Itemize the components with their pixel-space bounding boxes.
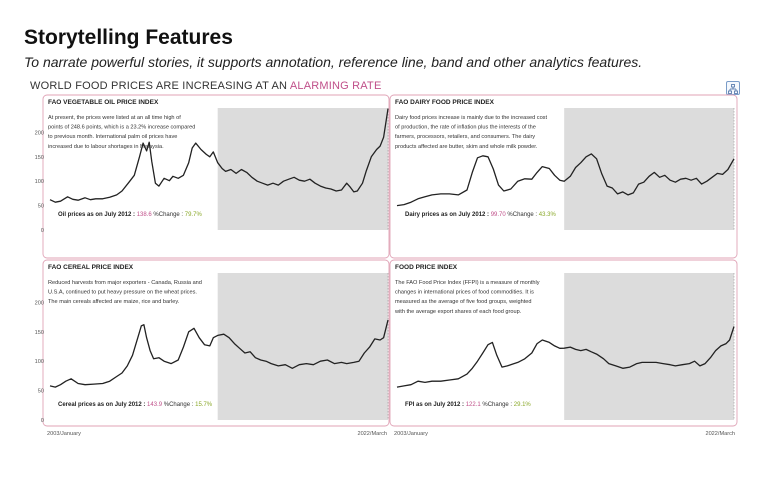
y-tick-label: 0 <box>41 228 44 234</box>
annotation-text: U.S.A, continued to put heavy pressure o… <box>48 290 197 296</box>
price-index-line <box>49 108 389 203</box>
annotation-text: Reduced harvests from major exporters - … <box>48 280 202 286</box>
change-value: 79.7% <box>183 212 202 218</box>
annotation-text: increased due to labour shortages in Mal… <box>48 144 164 150</box>
annotation-text: points of 248.6 points, which is a 23.2%… <box>48 125 195 131</box>
annotation-text: The FAO Food Price Index (FFPI) is a mea… <box>395 280 540 286</box>
page-title: Storytelling Features <box>24 26 233 49</box>
annotation-text: to previous month. International palm oi… <box>48 134 177 140</box>
stat-annotation: Oil prices as on July 2012 : 138.6 %Chan… <box>58 212 202 218</box>
y-tick-label: 50 <box>38 389 44 395</box>
y-tick-label: 200 <box>35 300 44 306</box>
annotation-text: measured as the average of five food gro… <box>395 299 532 305</box>
stat-annotation: Dairy prices as on July 2012 : 99.70 %Ch… <box>405 212 556 218</box>
stat-label: Cereal prices as on July 2012 : <box>58 402 145 408</box>
change-label: %Change : <box>162 402 194 408</box>
chart-panel-3: 0 50 100 150 200 FAO CEREAL PRICE INDEX Reduce… <box>35 259 390 437</box>
dashboard-title: WORLD FOOD PRICES ARE INCREASING AT AN A… <box>30 80 381 92</box>
highlight-band <box>217 108 388 230</box>
stat-value: 122.1 <box>464 402 481 408</box>
hierarchy-icon <box>728 84 738 94</box>
chart-panel-2: FAO DAIRY FOOD PRICE INDEX Dairy food pri… <box>389 94 738 259</box>
y-tick-label: 100 <box>35 359 44 365</box>
y-tick-label: 0 <box>41 418 44 424</box>
dashboard-title-accent: ALARMING RATE <box>289 80 382 92</box>
annotation-text: with the average export shares of each f… <box>394 309 522 315</box>
chart-panel-4: FOOD PRICE INDEX The FAO Food Price Index… <box>389 259 738 437</box>
chart-panel-1: 0 50 100 150 200 FAO VEGETABLE OIL PRICE INDE… <box>35 94 390 259</box>
hierarchy-button[interactable] <box>726 81 740 95</box>
highlight-band <box>564 108 734 230</box>
y-tick-label: 150 <box>35 330 44 336</box>
change-label: %Change : <box>506 212 538 218</box>
stat-value: 143.9 <box>145 402 162 408</box>
y-tick-label: 100 <box>35 179 44 185</box>
change-value: 43.3% <box>537 212 556 218</box>
x-start-label: 2003/January <box>47 431 81 437</box>
highlight-band <box>217 273 388 420</box>
highlight-band <box>564 273 734 420</box>
panel-title: FAO VEGETABLE OIL PRICE INDEX <box>48 99 159 106</box>
stat-annotation: Cereal prices as on July 2012 : 143.9 %C… <box>58 402 213 408</box>
annotation-text: Dairy food prices increase is mainly due… <box>395 115 547 121</box>
stat-value: 99.70 <box>489 212 506 218</box>
page-subtitle: To narrate powerful stories, it supports… <box>24 54 643 70</box>
stat-label: Dairy prices as on July 2012 : <box>405 212 489 218</box>
stat-label: FPI as on July 2012 : <box>405 402 464 408</box>
annotation-text: of production, the rate of inflation plu… <box>395 125 536 131</box>
y-tick-label: 150 <box>35 155 44 161</box>
annotation-text: At present, the prices were listed at an… <box>48 115 181 121</box>
price-index-line <box>396 326 735 388</box>
annotation-text: products affected are butter, skim and w… <box>395 144 538 150</box>
y-tick-label: 200 <box>35 130 44 136</box>
stat-label: Oil prices as on July 2012 : <box>58 212 135 218</box>
dashboard-title-prefix: WORLD FOOD PRICES ARE INCREASING AT AN <box>30 80 288 92</box>
price-index-line <box>49 319 389 388</box>
annotation-text: farmers, processors, retailers, and cons… <box>395 134 535 140</box>
panel-title: FOOD PRICE INDEX <box>395 264 458 271</box>
annotation-text: The main cereals affected are maize, ric… <box>48 299 180 305</box>
panel-title: FAO CEREAL PRICE INDEX <box>48 264 134 271</box>
panel-title: FAO DAIRY FOOD PRICE INDEX <box>395 99 495 106</box>
x-end-label: 2022/March <box>705 431 735 437</box>
change-value: 15.7% <box>193 402 212 408</box>
stat-annotation: FPI as on July 2012 : 122.1 %Change : 29… <box>405 402 531 408</box>
x-end-label: 2022/March <box>357 431 387 437</box>
x-start-label: 2003/January <box>394 431 428 437</box>
change-label: %Change : <box>481 402 513 408</box>
price-index-line <box>396 153 735 207</box>
annotation-text: changes in international prices of food … <box>395 290 534 296</box>
stat-value: 138.6 <box>135 212 152 218</box>
y-tick-label: 50 <box>38 204 44 210</box>
change-label: %Change : <box>152 212 184 218</box>
change-value: 29.1% <box>512 402 531 408</box>
